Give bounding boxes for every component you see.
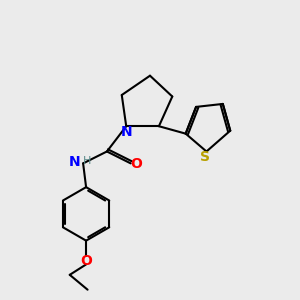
Text: N: N <box>120 124 132 139</box>
Text: S: S <box>200 150 210 164</box>
Text: N: N <box>69 155 81 169</box>
Text: O: O <box>131 157 142 171</box>
Text: H: H <box>83 156 92 166</box>
Text: O: O <box>80 254 92 268</box>
